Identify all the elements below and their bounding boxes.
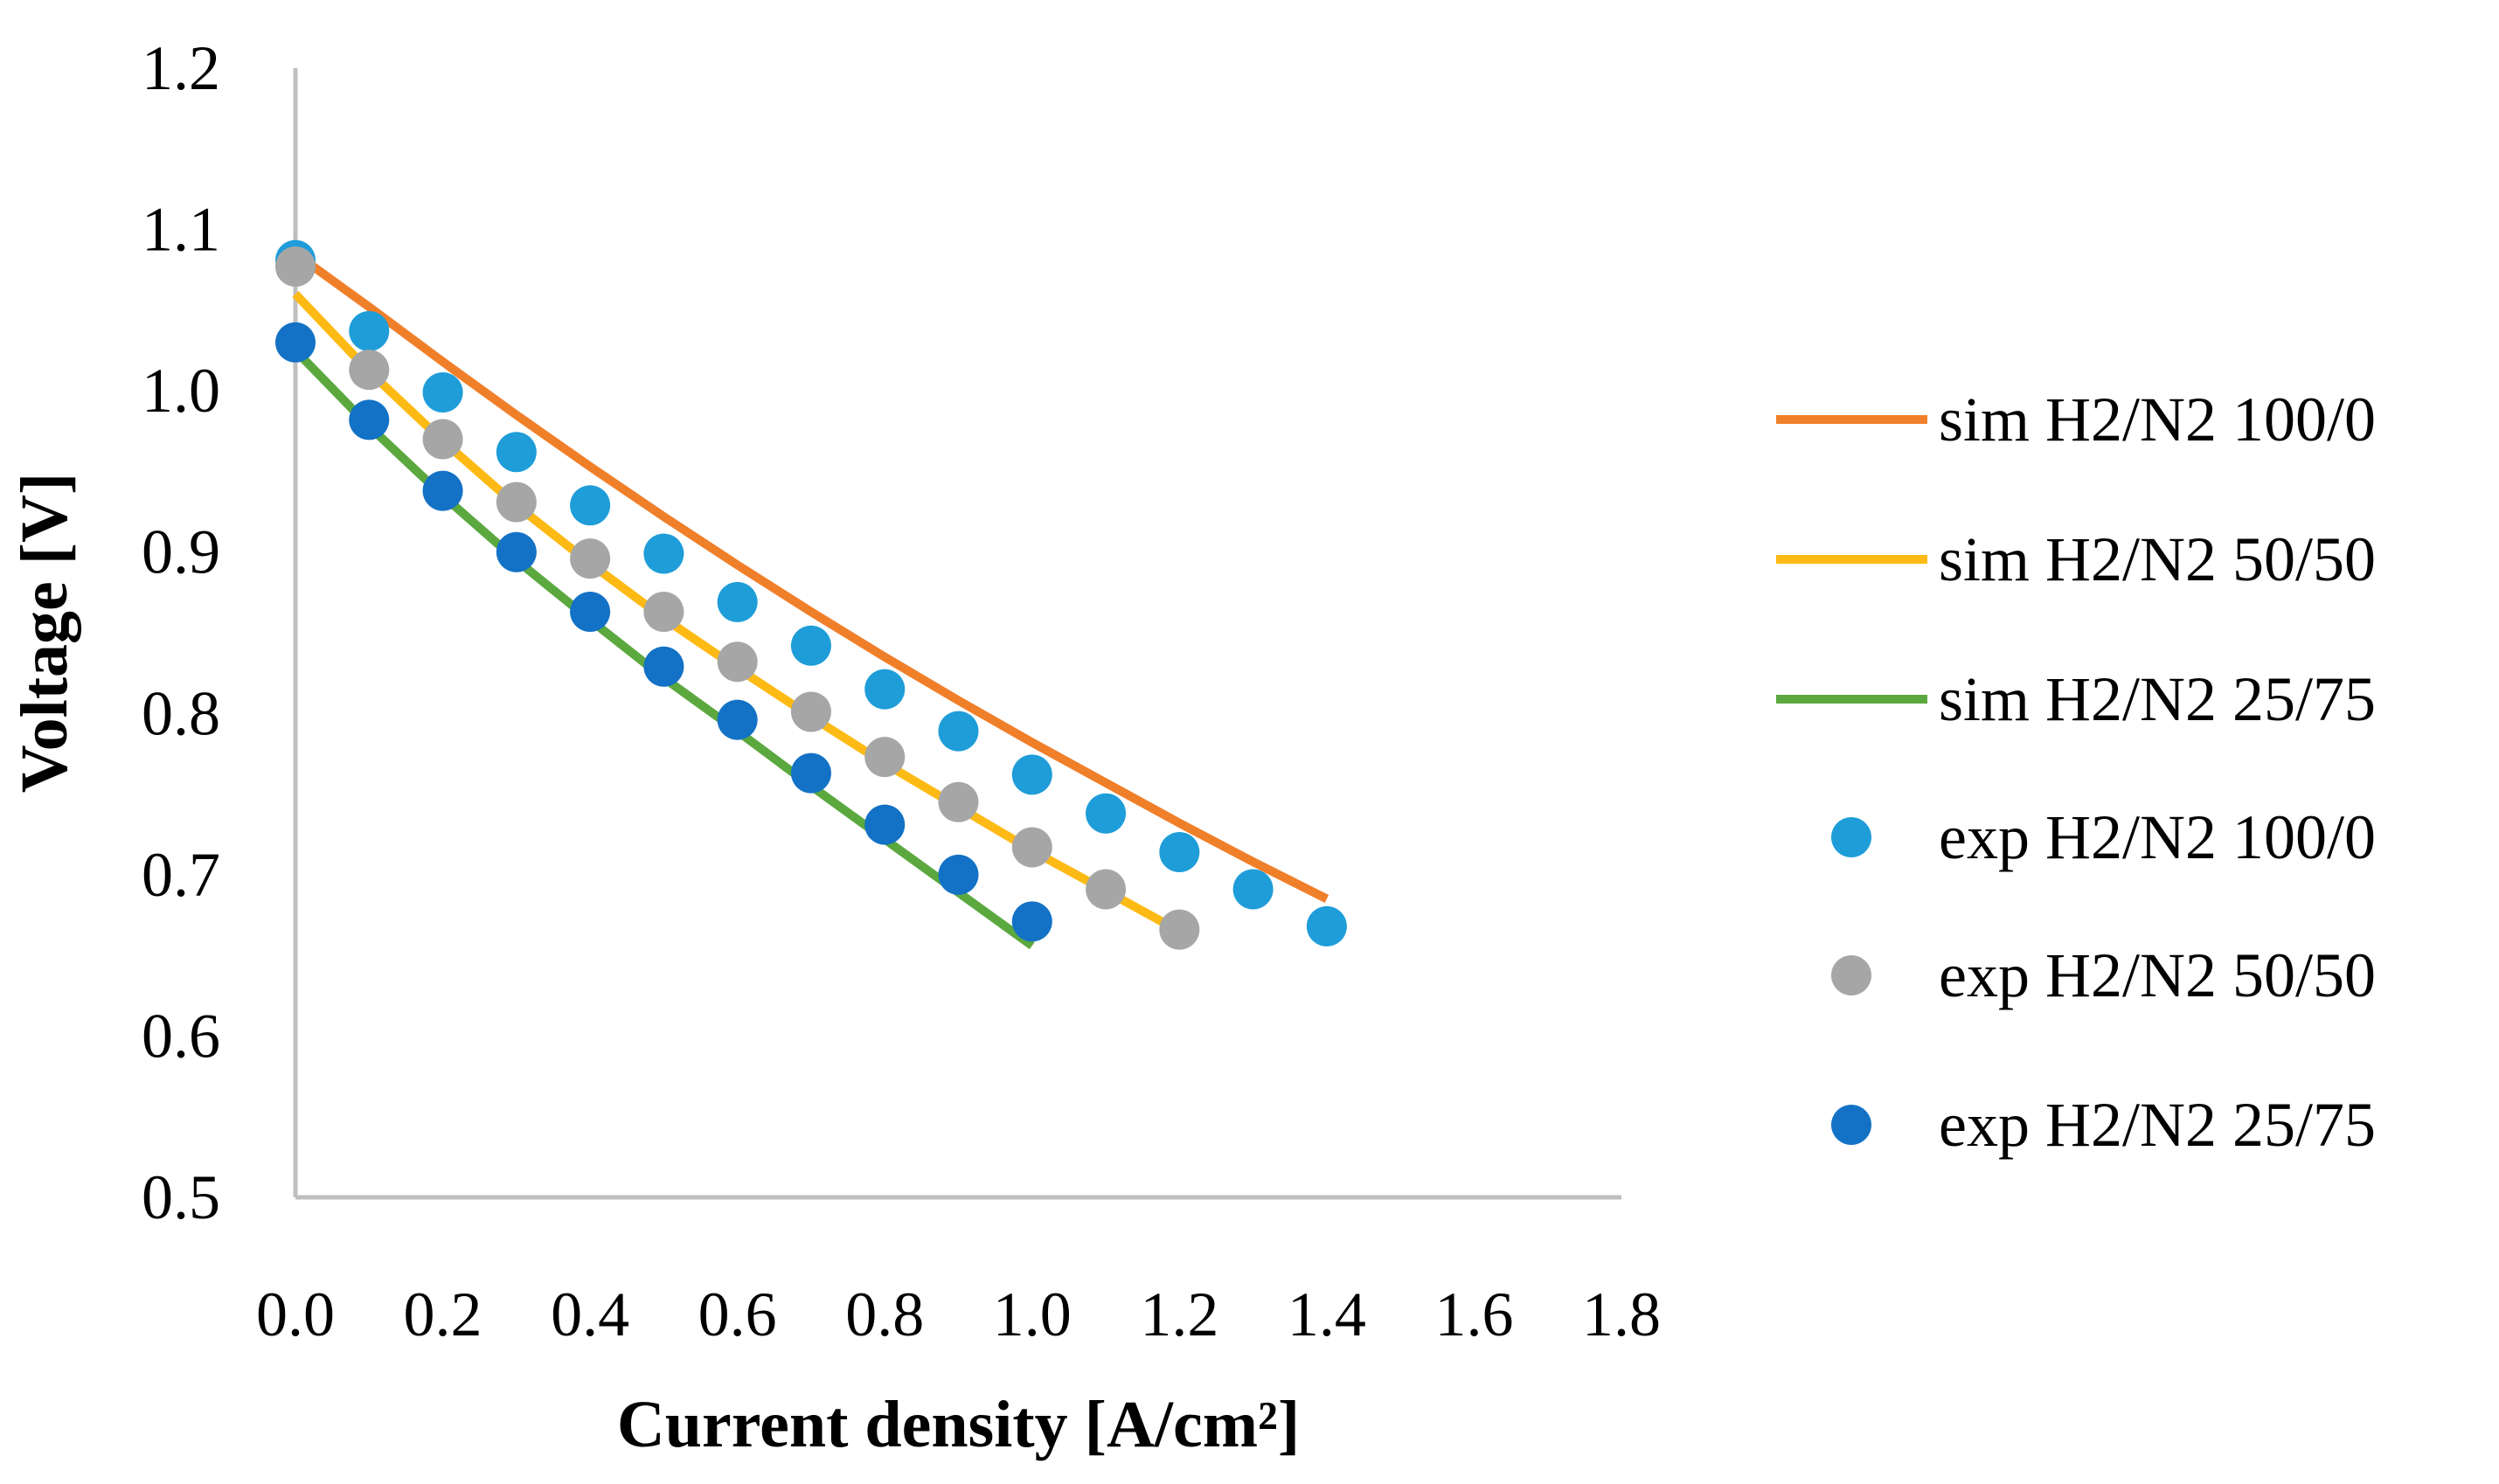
data-point [496, 482, 537, 523]
data-point [349, 350, 390, 391]
x-tick-label: 0.6 [698, 1279, 777, 1349]
data-point [349, 310, 390, 351]
x-tick-label: 1.8 [1582, 1279, 1661, 1349]
data-point [275, 246, 316, 288]
data-point [643, 592, 684, 633]
axes-layer [293, 68, 1621, 1200]
data-point [1306, 905, 1347, 947]
data-point [717, 641, 758, 683]
data-point [422, 470, 463, 511]
data-point [864, 669, 906, 710]
data-point [1011, 827, 1052, 868]
legend-label-sim-h2-n2-25-75: sim H2/N2 25/75 [1939, 664, 2376, 734]
data-point [1011, 901, 1052, 942]
data-point [864, 804, 906, 845]
x-tick-label: 0.0 [256, 1279, 335, 1349]
data-point [643, 646, 684, 687]
series-layer [275, 239, 1347, 950]
y-tick-label: 0.7 [142, 840, 220, 910]
y-tick-label: 0.6 [142, 1001, 220, 1071]
x-axis-title: Current density [A/cm²] [617, 1388, 1300, 1461]
y-tick-label: 1.0 [142, 356, 220, 426]
legend-swatch-exp-h2-n2-25-75 [1831, 1105, 1871, 1145]
x-tick-label: 0.4 [551, 1279, 629, 1349]
legend-swatch-exp-h2-n2-50-50 [1831, 955, 1871, 995]
data-point [1159, 832, 1200, 873]
x-tick-label: 1.2 [1140, 1279, 1218, 1349]
data-point [717, 699, 758, 740]
series-points-exp-h2-n2-100-0 [275, 239, 1347, 947]
legend: sim H2/N2 100/0 sim H2/N2 50/50 sim H2/N2 … [1776, 385, 2376, 1160]
data-point [1011, 754, 1052, 795]
series-points-exp-h2-n2-50-50 [275, 246, 1200, 950]
y-tick-label: 1.2 [142, 33, 220, 103]
data-point [717, 581, 758, 622]
data-point [1232, 869, 1274, 910]
legend-label-exp-h2-n2-50-50: exp H2/N2 50/50 [1939, 940, 2376, 1010]
series-line-sim-h2-n2-100-0 [293, 250, 1329, 903]
legend-label-sim-h2-n2-50-50: sim H2/N2 50/50 [1939, 524, 2376, 594]
data-point [422, 371, 463, 413]
data-point [275, 322, 316, 363]
x-tick-label: 0.8 [845, 1279, 924, 1349]
data-point [938, 711, 979, 752]
data-point [938, 854, 979, 895]
y-tick-label: 0.5 [142, 1162, 220, 1232]
y-axis-title: Voltage [V] [8, 473, 81, 794]
data-point [496, 432, 537, 473]
data-point [496, 531, 537, 572]
data-point [643, 533, 684, 574]
data-point [570, 485, 611, 526]
legend-label-sim-h2-n2-100-0: sim H2/N2 100/0 [1939, 385, 2376, 454]
data-point [1086, 793, 1127, 834]
data-point [790, 625, 831, 666]
data-point [790, 691, 831, 732]
data-point [422, 419, 463, 460]
series-points-exp-h2-n2-25-75 [275, 322, 1052, 942]
data-point [1159, 909, 1200, 950]
y-tick-label: 1.1 [142, 195, 220, 265]
x-tick-label: 0.2 [404, 1279, 482, 1349]
y-tick-label: 0.8 [142, 678, 220, 748]
x-tick-label: 1.4 [1288, 1279, 1366, 1349]
data-point [864, 737, 906, 778]
legend-swatch-exp-h2-n2-100-0 [1831, 817, 1871, 857]
legend-label-exp-h2-n2-25-75: exp H2/N2 25/75 [1939, 1090, 2376, 1160]
data-point [790, 752, 831, 794]
legend-label-exp-h2-n2-100-0: exp H2/N2 100/0 [1939, 802, 2376, 872]
ticks-layer: 0.0 0.2 0.4 0.6 0.8 1.0 1.2 1.4 1.6 1.8 0.5 0.6 0.7 0… [142, 33, 1661, 1349]
data-point [570, 592, 611, 633]
data-point [570, 538, 611, 579]
x-tick-label: 1.6 [1434, 1279, 1513, 1349]
data-point [938, 781, 979, 822]
y-tick-label: 0.9 [142, 517, 220, 587]
data-point [349, 399, 390, 440]
data-point [1086, 869, 1127, 910]
x-tick-label: 1.0 [993, 1279, 1072, 1349]
